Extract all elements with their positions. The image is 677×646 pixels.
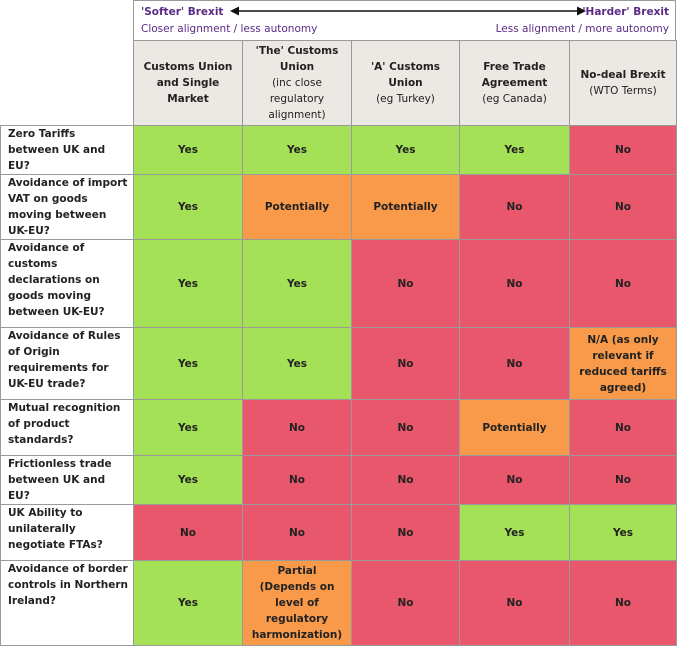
status-cell-text: Partial: [277, 565, 317, 577]
status-cell: No: [351, 327, 460, 400]
status-cell: Potentially: [459, 399, 570, 456]
status-cell: Yes: [133, 399, 243, 456]
column-header-row: Customs Union and Single Market 'The' Cu…: [0, 40, 677, 126]
row-label: Avoidance of import VAT on goods moving …: [0, 174, 134, 240]
status-cell: Yes: [133, 327, 243, 400]
status-cell: Yes: [242, 239, 352, 328]
status-cell: Yes: [459, 504, 570, 561]
column-title: No-deal Brexit: [580, 69, 666, 81]
status-cell: No: [242, 504, 352, 561]
status-cell: No: [459, 455, 570, 505]
status-cell: No: [242, 399, 352, 456]
status-cell: Yes: [242, 125, 352, 175]
table-row: Zero Tariffs between UK and EU? Yes Yes …: [0, 125, 677, 175]
status-cell: Yes: [459, 125, 570, 175]
status-cell: No: [351, 239, 460, 328]
status-cell: No: [351, 504, 460, 561]
status-cell: No: [569, 399, 677, 456]
status-cell: Potentially: [242, 174, 352, 240]
softer-brexit-sublabel: Closer alignment / less autonomy: [141, 23, 318, 35]
status-cell: Yes: [133, 239, 243, 328]
column-title: Customs Union and Single Market: [143, 61, 233, 105]
status-cell: No: [569, 125, 677, 175]
column-subtitle: (eg Canada): [482, 93, 547, 105]
brexit-comparison-table: Customs Union and Single Market 'The' Cu…: [0, 40, 677, 646]
status-cell: Yes: [133, 125, 243, 175]
column-header: Customs Union and Single Market: [133, 40, 243, 126]
table-row: Avoidance of Rules of Origin requirement…: [0, 327, 677, 400]
row-label: UK Ability to unilaterally negotiate FTA…: [0, 504, 134, 561]
row-label: Avoidance of Rules of Origin requirement…: [0, 327, 134, 400]
status-cell: Yes: [351, 125, 460, 175]
row-label: Frictionless trade between UK and EU?: [0, 455, 134, 505]
row-label: Mutual recognition of product standards?: [0, 399, 134, 456]
status-cell: Yes: [569, 504, 677, 561]
status-cell: Potentially: [351, 174, 460, 240]
status-cell: No: [459, 239, 570, 328]
column-header: 'The' Customs Union (inc close regulator…: [242, 40, 352, 126]
column-header: Free Trade Agreement (eg Canada): [459, 40, 570, 126]
status-cell: No: [459, 174, 570, 240]
row-label: Avoidance of customs declarations on goo…: [0, 239, 134, 328]
status-cell: No: [569, 560, 677, 646]
status-cell: No: [569, 455, 677, 505]
table-row: Frictionless trade between UK and EU? Ye…: [0, 455, 677, 505]
status-cell: No: [133, 504, 243, 561]
alignment-spectrum: 'Softer' Brexit 'Harder' Brexit Closer a…: [133, 0, 676, 41]
table-row: Avoidance of import VAT on goods moving …: [0, 174, 677, 240]
status-cell: Yes: [133, 455, 243, 505]
softer-brexit-label: 'Softer' Brexit: [141, 6, 224, 18]
column-subtitle: (eg Turkey): [376, 93, 435, 105]
column-subtitle: (WTO Terms): [589, 85, 657, 97]
status-cell-note: (Depends on level of regulatory harmoniz…: [251, 581, 343, 641]
table-row: Mutual recognition of product standards?…: [0, 399, 677, 456]
status-cell: No: [569, 239, 677, 328]
status-cell: N/A (as only relevant if reduced tariffs…: [569, 327, 677, 400]
table-row: UK Ability to unilaterally negotiate FTA…: [0, 504, 677, 561]
status-cell: No: [351, 455, 460, 505]
status-cell: No: [459, 560, 570, 646]
table-row: Avoidance of customs declarations on goo…: [0, 239, 677, 328]
column-title: Free Trade Agreement: [481, 61, 548, 89]
corner-cell: [0, 40, 134, 126]
status-cell: No: [459, 327, 570, 400]
harder-brexit-label: 'Harder' Brexit: [582, 6, 669, 18]
harder-brexit-sublabel: Less alignment / more autonomy: [495, 23, 669, 35]
status-cell: No: [242, 455, 352, 505]
status-cell: No: [351, 560, 460, 646]
status-cell: No: [569, 174, 677, 240]
column-header: No-deal Brexit (WTO Terms): [569, 40, 677, 126]
status-cell: Yes: [133, 174, 243, 240]
column-subtitle: (inc close regulatory alignment): [268, 77, 326, 121]
status-cell: Yes: [242, 327, 352, 400]
status-cell: Yes: [133, 560, 243, 646]
status-cell: No: [351, 399, 460, 456]
double-arrow-icon: [230, 6, 586, 16]
column-header: 'A' Customs Union (eg Turkey): [351, 40, 460, 126]
table-row: Avoidance of border controls in Northern…: [0, 560, 677, 646]
row-label: Zero Tariffs between UK and EU?: [0, 125, 134, 175]
row-label: Avoidance of border controls in Northern…: [0, 560, 134, 646]
column-title: 'A' Customs Union: [370, 61, 441, 89]
status-cell: Partial (Depends on level of regulatory …: [242, 560, 352, 646]
column-title: 'The' Customs Union: [255, 45, 339, 73]
